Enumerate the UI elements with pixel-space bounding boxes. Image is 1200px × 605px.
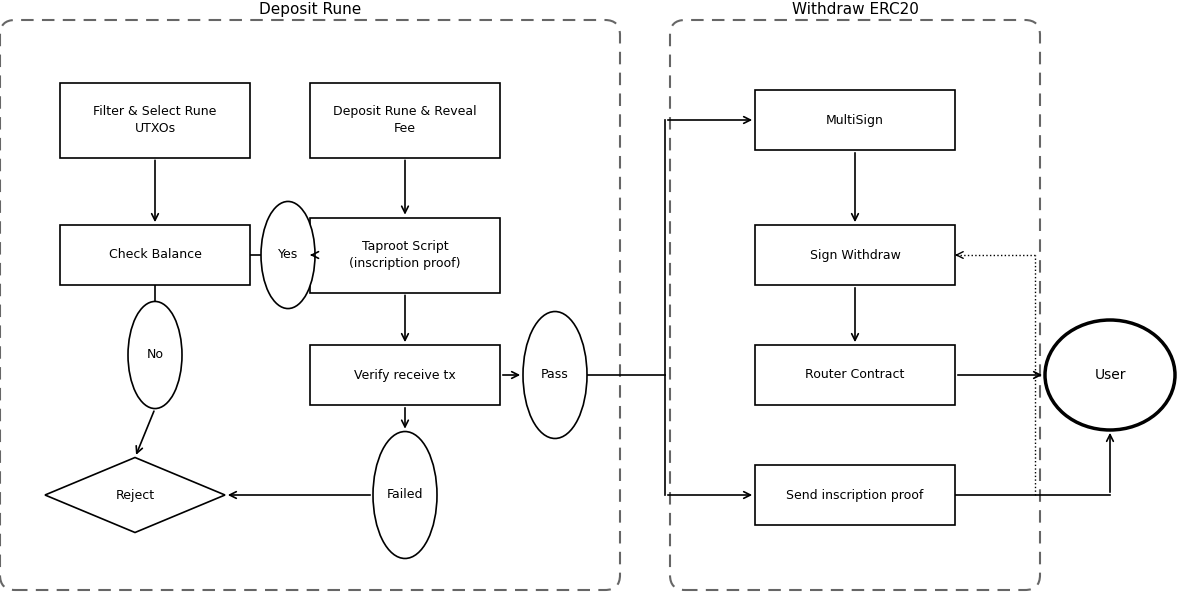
Text: Pass: Pass <box>541 368 569 382</box>
Text: Taproot Script
(inscription proof): Taproot Script (inscription proof) <box>349 240 461 270</box>
FancyBboxPatch shape <box>60 82 250 157</box>
Text: Deposit Rune & Reveal
Fee: Deposit Rune & Reveal Fee <box>334 105 476 135</box>
Text: Failed: Failed <box>386 488 424 502</box>
Text: User: User <box>1094 368 1126 382</box>
Text: Check Balance: Check Balance <box>108 249 202 261</box>
FancyBboxPatch shape <box>755 345 955 405</box>
Text: No: No <box>146 348 163 362</box>
Ellipse shape <box>1045 320 1175 430</box>
Text: Send inscription proof: Send inscription proof <box>786 488 924 502</box>
FancyBboxPatch shape <box>310 345 500 405</box>
Text: Withdraw ERC20: Withdraw ERC20 <box>792 2 918 17</box>
Text: Verify receive tx: Verify receive tx <box>354 368 456 382</box>
Ellipse shape <box>262 201 314 309</box>
Text: Router Contract: Router Contract <box>805 368 905 382</box>
Text: Sign Withdraw: Sign Withdraw <box>810 249 900 261</box>
Text: Reject: Reject <box>115 488 155 502</box>
FancyBboxPatch shape <box>310 218 500 292</box>
FancyBboxPatch shape <box>755 90 955 150</box>
Ellipse shape <box>523 312 587 439</box>
Text: Filter & Select Rune
UTXOs: Filter & Select Rune UTXOs <box>94 105 217 135</box>
Polygon shape <box>46 457 226 532</box>
Text: MultiSign: MultiSign <box>826 114 884 126</box>
FancyBboxPatch shape <box>755 225 955 285</box>
FancyBboxPatch shape <box>310 82 500 157</box>
FancyBboxPatch shape <box>60 225 250 285</box>
Ellipse shape <box>373 431 437 558</box>
FancyBboxPatch shape <box>755 465 955 525</box>
Text: Yes: Yes <box>278 249 298 261</box>
Ellipse shape <box>128 301 182 408</box>
Text: Deposit Rune: Deposit Rune <box>259 2 361 17</box>
